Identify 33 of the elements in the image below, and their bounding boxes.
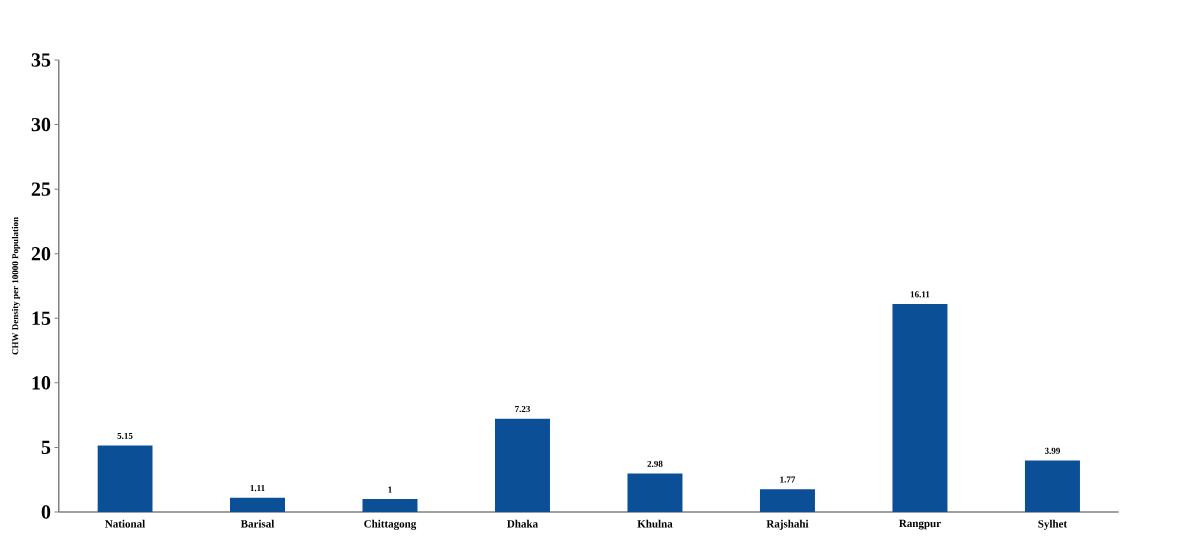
y-tick-label: 25 <box>31 182 51 196</box>
bar <box>229 497 285 512</box>
x-tick-label: Rangpur <box>899 519 941 530</box>
x-tick-label: Sylhet <box>1038 519 1068 530</box>
x-tick-label: Khulna <box>637 519 673 528</box>
data-label: 5.15 <box>117 432 133 439</box>
y-tick-label: 10 <box>32 376 51 390</box>
data-label: 7.23 <box>515 406 531 413</box>
y-tick-label: 5 <box>41 440 51 455</box>
data-label: 2.98 <box>647 460 663 467</box>
x-tick-label: Rajshahi <box>766 519 809 530</box>
data-label: 1.77 <box>780 476 796 483</box>
x-tick-label: Barisal <box>240 519 275 528</box>
data-label: 3.99 <box>1044 447 1060 454</box>
x-tick-label: Chittagong <box>364 519 417 530</box>
bar <box>1024 460 1080 512</box>
bar <box>97 445 153 512</box>
bar <box>627 473 683 512</box>
data-label: 1 <box>388 486 392 493</box>
x-tick-label: Dhaka <box>507 519 538 528</box>
bar <box>759 489 815 512</box>
bar <box>494 418 550 512</box>
data-label: 16.11 <box>910 291 930 298</box>
y-tick-label: 30 <box>31 117 51 132</box>
bar <box>362 499 418 512</box>
y-tick-label: 20 <box>31 246 51 261</box>
y-axis-title: CHW Density per 10000 Population <box>11 217 21 355</box>
y-tick-label: 35 <box>31 53 51 67</box>
x-tick-label: National <box>105 519 145 528</box>
data-label: 1.11 <box>250 485 265 492</box>
y-tick-label: 15 <box>32 311 51 325</box>
bar <box>892 303 948 512</box>
y-tick-label: 0 <box>41 505 51 519</box>
